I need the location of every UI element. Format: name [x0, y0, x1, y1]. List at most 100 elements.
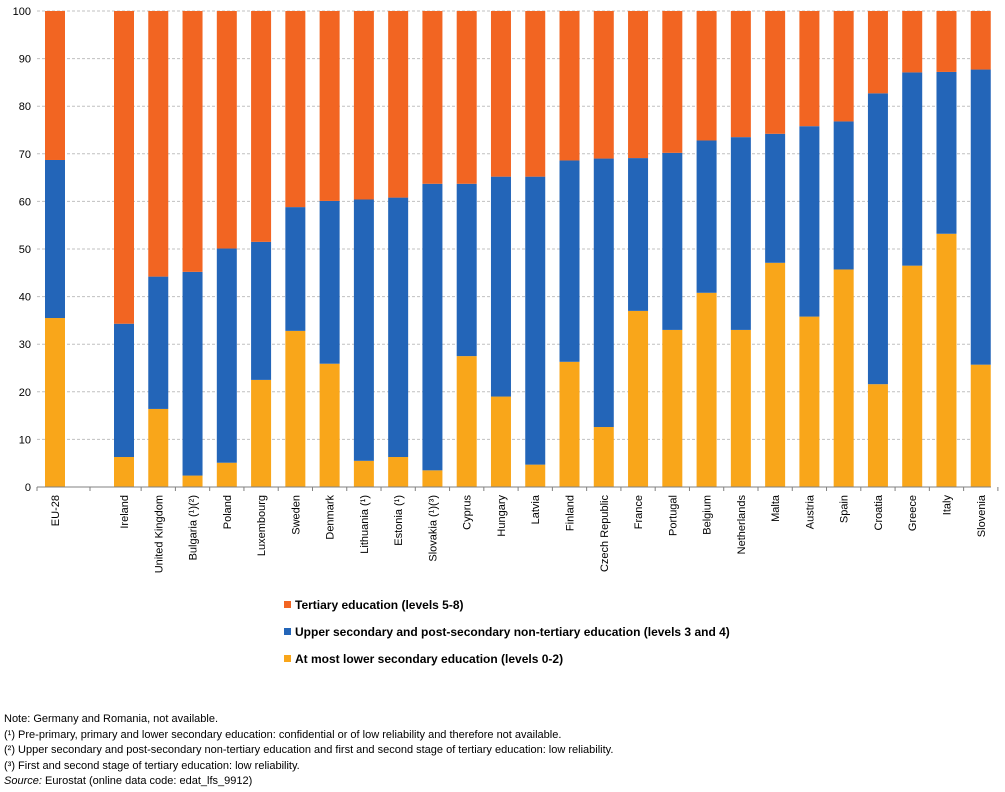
bar-segment [251, 11, 272, 242]
bar-segment [182, 271, 203, 476]
x-tick-label: Croatia [873, 494, 885, 530]
bar-segment [490, 396, 511, 487]
bar-segment [936, 71, 957, 234]
x-tick-label: Czech Republic [599, 495, 611, 573]
bar-segment [490, 11, 511, 177]
bar-segment [799, 316, 820, 487]
footnote-2: (²) Upper secondary and post-secondary n… [4, 744, 614, 757]
bar-segment [251, 379, 272, 487]
bar-segment [970, 69, 991, 365]
y-tick-labels: 0 10 20 30 40 50 60 70 80 90 100 [13, 6, 31, 494]
bar-segment [114, 457, 134, 487]
x-tick-label: Latvia [530, 494, 542, 524]
bar-segment [936, 11, 957, 72]
bar-segment [216, 462, 237, 487]
x-tick-label: Netherlands [736, 495, 748, 555]
bar-segment [114, 11, 134, 324]
bar-segment [662, 152, 683, 330]
bar-segment [216, 11, 237, 249]
bar-segment [456, 183, 477, 357]
y-tick-label: 20 [19, 387, 31, 399]
bar-segment [319, 200, 340, 364]
bar-segment [353, 199, 374, 461]
bar-segment [388, 11, 409, 198]
bar-segment [114, 323, 134, 458]
bar-segment [765, 11, 786, 134]
bar-segment [148, 276, 169, 409]
bar-segment [559, 11, 580, 161]
x-tick-label: Italy [941, 495, 953, 516]
bar-segment [525, 11, 546, 177]
bar-segment [936, 233, 957, 487]
bar-segment [970, 364, 991, 487]
bar-segment [696, 292, 717, 487]
x-tick-label: Portugal [667, 495, 679, 536]
x-tick-label: Slovakia (¹)(³) [427, 495, 439, 562]
bars [45, 11, 991, 487]
bar-segment [867, 93, 888, 385]
bar-segment [628, 158, 649, 311]
y-tick-label: 80 [19, 101, 31, 113]
x-tick-label: EU-28 [50, 495, 62, 526]
bar-segment [319, 11, 340, 201]
bar-segment [765, 262, 786, 487]
legend-swatch-tertiary [284, 601, 291, 608]
bar-segment [148, 11, 169, 277]
bar-segment [902, 72, 923, 266]
bar-segment [45, 11, 65, 160]
legend-swatch-upper-secondary [284, 628, 291, 635]
y-tick-label: 50 [19, 244, 31, 256]
bar-segment [285, 330, 306, 487]
stacked-bar-chart: 0 10 20 30 40 50 60 70 80 90 100 EU-28 Ireland Unite… [13, 6, 999, 573]
bar-segment [45, 159, 65, 319]
bar-segment [833, 121, 854, 270]
x-tick-label: Spain [839, 495, 851, 523]
x-tick-label: Ireland [119, 495, 131, 529]
bar-segment [456, 11, 477, 184]
x-tick-label: Slovenia [976, 494, 988, 537]
bar-segment [559, 160, 580, 362]
bar-segment [319, 363, 340, 487]
bar-segment [696, 11, 717, 141]
bar-segment [559, 361, 580, 487]
legend-swatch-lower-secondary [284, 655, 291, 662]
x-tick-label: Austria [804, 494, 816, 529]
x-tick-label: Finland [565, 495, 577, 531]
legend-item-upper-secondary: Upper secondary and post-secondary non-t… [284, 625, 730, 639]
y-tick-label: 40 [19, 292, 31, 304]
bar-segment [422, 11, 443, 184]
y-tick-label: 0 [25, 482, 31, 494]
bar-segment [422, 183, 443, 471]
x-tick-label: France [633, 495, 645, 529]
bar-segment [833, 269, 854, 487]
bar-segment [833, 11, 854, 122]
x-tick-label: Malta [770, 494, 782, 522]
bar-segment [902, 265, 923, 487]
bar-segment [285, 207, 306, 331]
source-label: Source: [4, 775, 42, 788]
x-tick-label: Luxembourg [256, 495, 268, 556]
source-text: Eurostat (online data code: edat_lfs_991… [41, 775, 253, 788]
y-tick-label: 90 [19, 54, 31, 66]
y-tick-label: 100 [13, 6, 31, 18]
x-tick-label: Belgium [702, 495, 714, 535]
bar-segment [593, 11, 614, 159]
footnote-3: (³) First and second stage of tertiary e… [4, 759, 300, 772]
bar-segment [285, 11, 306, 208]
x-tick-label: Poland [222, 495, 234, 529]
bar-segment [353, 460, 374, 487]
bar-segment [867, 384, 888, 487]
bar-segment [422, 470, 443, 487]
footnotes: Note: Germany and Romania, not available… [4, 712, 613, 790]
bar-segment [525, 464, 546, 487]
legend-item-lower-secondary: At most lower secondary education (level… [284, 652, 563, 666]
x-tick-label: Greece [907, 495, 919, 531]
bar-segment [45, 318, 65, 487]
bar-segment [730, 11, 751, 138]
bar-segment [765, 133, 786, 263]
bar-segment [628, 310, 649, 487]
x-tick-label: Estonia (¹) [393, 495, 405, 546]
bar-segment [799, 11, 820, 127]
legend-item-tertiary: Tertiary education (levels 5-8) [284, 598, 464, 612]
y-tick-label: 60 [19, 196, 31, 208]
